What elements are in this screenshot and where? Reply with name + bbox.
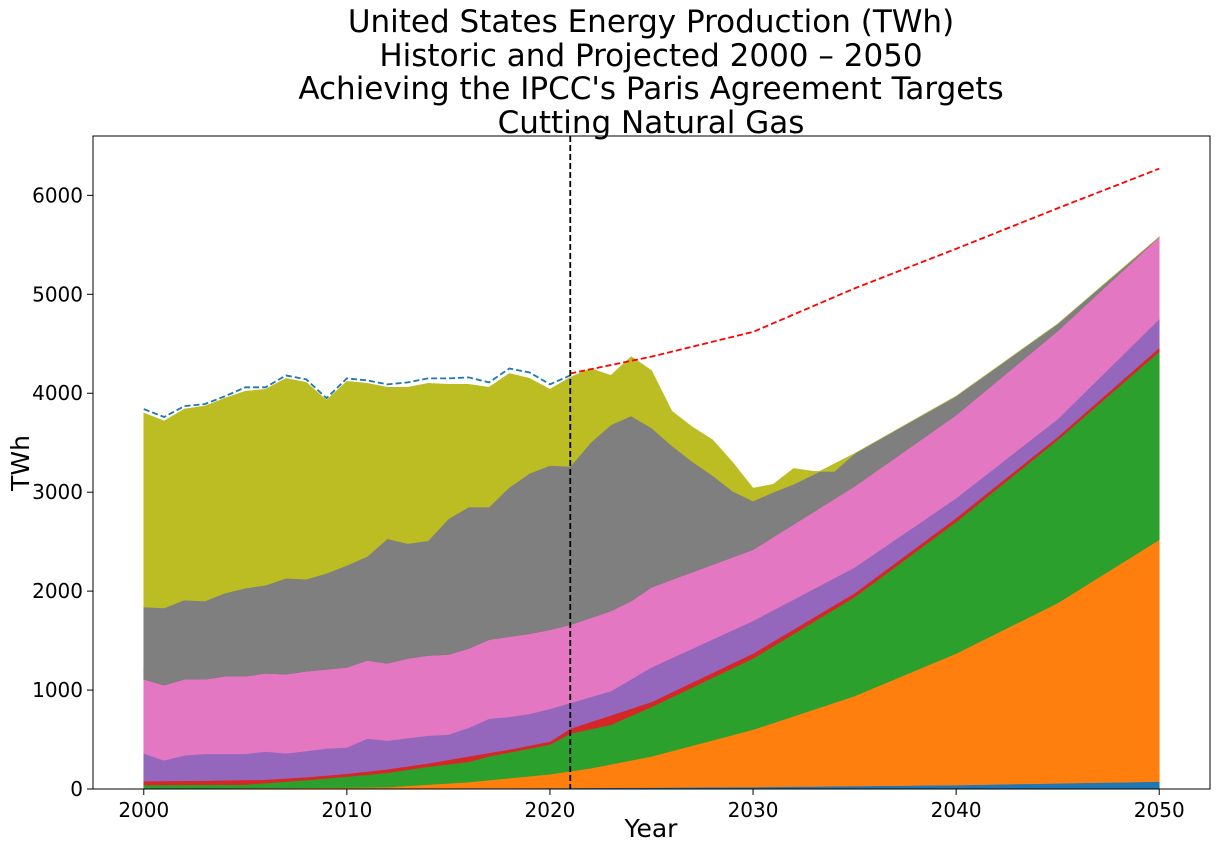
dashed-line-1 [143,367,571,418]
x-tick-label: 2050 [1134,798,1185,822]
dashed-line-2 [570,167,1160,375]
x-tick-label: 2030 [728,798,779,822]
y-tick-label: 4000 [32,381,83,405]
plot-area [143,136,1160,790]
y-axis-label: TWh [6,435,35,492]
y-tick-label: 3000 [32,480,83,504]
axes: 2000 2010 2020 2030 2040 2050 0 1000 2000 3000 400… [32,135,1211,822]
title-line-1: United States Energy Production (TWh) [348,4,954,40]
y-tick-label: 5000 [32,282,83,306]
x-tick-label: 2000 [118,798,169,822]
y-tick-label: 1000 [32,678,83,702]
chart-title: United States Energy Production (TWh) Hi… [298,4,1003,141]
y-tick-label: 2000 [32,579,83,603]
title-line-3: Achieving the IPCC's Paris Agreement Tar… [298,71,1003,107]
title-line-2: Historic and Projected 2000 – 2050 [379,38,922,74]
y-tick-label: 6000 [32,183,83,207]
y-tick-label: 0 [70,777,83,801]
axes-frame [92,135,1211,790]
title-line-4: Cutting Natural Gas [498,105,805,141]
area-band-9 [143,236,1160,609]
x-tick-label: 2040 [931,798,982,822]
x-tick-label: 2010 [321,798,372,822]
x-tick-label: 2020 [525,798,576,822]
x-axis-label: Year [624,814,679,843]
